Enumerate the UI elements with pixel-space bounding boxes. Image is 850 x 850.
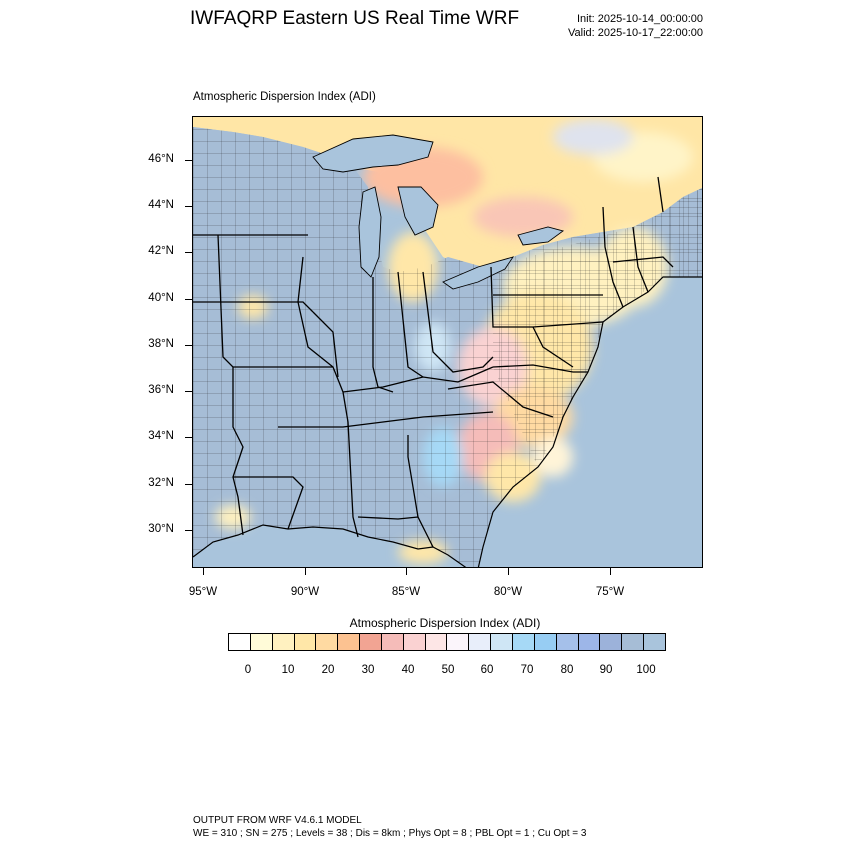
lat-tick	[185, 391, 192, 392]
lon-tick	[610, 568, 611, 575]
colorbar-swatch	[360, 634, 382, 650]
lat-label: 32°N	[148, 477, 174, 489]
model-config: WE = 310 ; SN = 275 ; Levels = 38 ; Dis …	[193, 828, 587, 839]
lat-label: 44°N	[148, 199, 174, 211]
colorbar-swatch	[447, 634, 470, 650]
colorbar-label: 30	[361, 664, 375, 676]
lon-label: 80°W	[493, 586, 523, 598]
lat-tick	[185, 484, 192, 485]
colorbar-swatch	[512, 634, 535, 650]
lon-label: 95°W	[188, 586, 218, 598]
colorbar-swatch	[381, 634, 404, 650]
colorbar-label: 90	[599, 664, 613, 676]
lat-label: 40°N	[148, 292, 174, 304]
lat-label: 46°N	[148, 153, 174, 165]
colorbar-swatch	[272, 634, 295, 650]
lon-label: 75°W	[595, 586, 625, 598]
lat-label: 42°N	[148, 245, 174, 257]
model-info: OUTPUT FROM WRF V4.6.1 MODEL	[193, 815, 362, 826]
map-title: IWFAQRP Eastern US Real Time WRF	[190, 8, 520, 29]
colorbar-label: 50	[441, 664, 455, 676]
lat-label: 34°N	[148, 430, 174, 442]
county-boundaries	[193, 127, 702, 567]
lat-tick	[185, 345, 192, 346]
lat-tick	[185, 206, 192, 207]
lat-tick	[185, 299, 192, 300]
colorbar-label: 80	[560, 664, 574, 676]
colorbar-swatch	[600, 634, 623, 650]
colorbar-label: 0	[244, 664, 252, 676]
great-lakes	[312, 134, 565, 290]
lon-tick	[508, 568, 509, 575]
init-time: Init: 2025-10-14_00:00:00	[577, 13, 703, 25]
colorbar-label: 40	[401, 664, 415, 676]
colorbar-swatch	[250, 634, 273, 650]
lat-label: 30°N	[148, 523, 174, 535]
colorbar-swatch	[556, 634, 579, 650]
colorbar-swatch	[294, 634, 317, 650]
colorbar-label: 60	[480, 664, 494, 676]
lon-tick	[305, 568, 306, 575]
colorbar-swatch	[644, 634, 665, 650]
lat-label: 38°N	[148, 338, 174, 350]
colorbar-swatch	[403, 634, 426, 650]
colorbar-swatch	[578, 634, 601, 650]
colorbar-swatch	[425, 634, 448, 650]
adi-map	[193, 117, 702, 567]
lat-tick	[185, 252, 192, 253]
state-boundaries	[193, 176, 674, 548]
lat-label: 36°N	[148, 384, 174, 396]
colorbar-swatch	[229, 634, 251, 650]
colorbar-title: Atmospheric Dispersion Index (ADI)	[349, 616, 541, 630]
lat-tick	[185, 530, 192, 531]
lake-ontario	[517, 226, 565, 246]
valid-time: Valid: 2025-10-17_22:00:00	[568, 27, 703, 39]
colorbar-label: 70	[520, 664, 534, 676]
lon-label: 90°W	[290, 586, 320, 598]
colorbar-label: 20	[321, 664, 335, 676]
lat-tick	[185, 437, 192, 438]
coastline	[193, 276, 702, 567]
colorbar-swatch	[534, 634, 557, 650]
colorbar-swatch	[491, 634, 513, 650]
map-panel	[192, 116, 703, 568]
lat-tick	[185, 160, 192, 161]
colorbar-swatch	[316, 634, 339, 650]
lake-superior	[312, 134, 434, 173]
colorbar-swatch	[338, 634, 361, 650]
colorbar-swatch	[622, 634, 645, 650]
colorbar	[228, 633, 666, 651]
colorbar-swatch	[469, 634, 492, 650]
lon-tick	[203, 568, 204, 575]
lake-huron	[397, 186, 439, 236]
colorbar-label: 100	[636, 664, 656, 676]
lake-erie	[442, 256, 515, 290]
lon-label: 85°W	[391, 586, 421, 598]
lake-michigan	[358, 186, 382, 278]
plot-subtitle: Atmospheric Dispersion Index (ADI)	[193, 91, 376, 103]
colorbar-label: 10	[281, 664, 295, 676]
lon-tick	[406, 568, 407, 575]
